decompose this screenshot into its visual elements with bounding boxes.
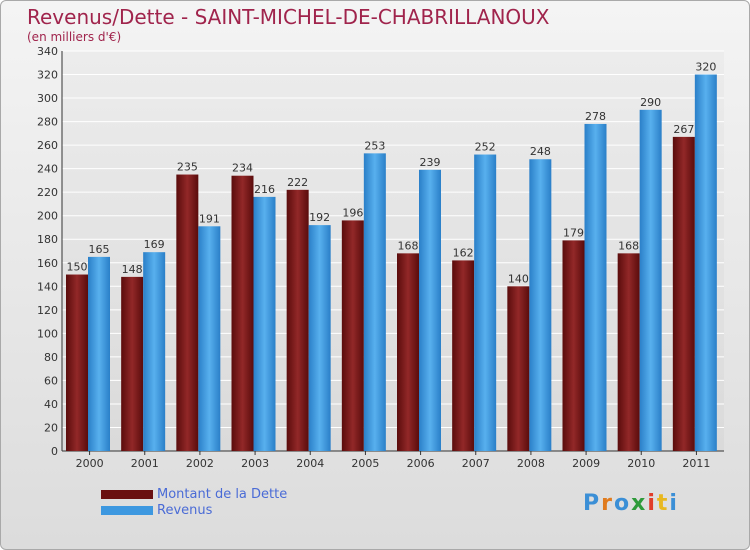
legend-label-debt: Montant de la Dette: [157, 487, 288, 502]
debt-bar: [397, 253, 419, 451]
debt-value-label: 235: [177, 161, 198, 174]
y-tick-label: 40: [44, 398, 58, 411]
debt-bar: [617, 253, 640, 451]
x-tick-label: 2005: [351, 457, 379, 470]
y-tick-label: 280: [37, 116, 58, 129]
debt-value-label: 234: [232, 162, 253, 175]
revenus-value-label: 252: [475, 141, 496, 154]
debt-bar: [341, 220, 364, 451]
y-tick-label: 0: [51, 445, 58, 458]
logo-letter: P: [583, 491, 602, 516]
y-tick-label: 240: [37, 163, 58, 176]
debt-value-label: 168: [618, 239, 639, 252]
revenus-value-label: 191: [199, 212, 220, 225]
revenus-bar: [308, 225, 331, 451]
x-tick-label: 2003: [241, 457, 269, 470]
logo-letter: x: [631, 491, 648, 516]
debt-value-label: 222: [287, 176, 308, 189]
revenus-value-label: 248: [530, 145, 551, 158]
chart-title: Revenus/Dette - SAINT-MICHEL-DE-CHABRILL…: [27, 5, 550, 29]
logo-letter: i: [647, 491, 657, 516]
debt-value-label: 148: [122, 263, 143, 276]
chart-subtitle: (en milliers d'€): [27, 30, 122, 44]
y-tick-label: 100: [37, 327, 58, 340]
y-tick-label: 20: [44, 421, 58, 434]
plot-area: [62, 51, 724, 451]
debt-bar: [231, 175, 254, 452]
debt-bar: [672, 136, 695, 451]
logo-letter: o: [613, 491, 632, 516]
x-tick-label: 2006: [407, 457, 435, 470]
revenus-value-label: 278: [585, 110, 606, 123]
y-tick-label: 60: [44, 374, 58, 387]
debt-bar: [286, 189, 309, 451]
legend-swatch-revenus: [101, 506, 153, 515]
revenus-bar: [253, 196, 276, 451]
logo-letter: r: [601, 491, 614, 516]
x-tick-label: 2002: [186, 457, 214, 470]
revenus-bar: [88, 256, 110, 451]
x-tick-label: 2001: [131, 457, 159, 470]
x-tick-label: 2004: [296, 457, 324, 470]
revenus-bar: [474, 154, 497, 451]
revenus-value-label: 253: [364, 139, 385, 152]
revenus-bar: [198, 226, 221, 451]
revenus-value-label: 192: [309, 211, 330, 224]
debt-bar: [176, 174, 199, 451]
revenus-value-label: 165: [89, 243, 110, 256]
y-tick-label: 200: [37, 210, 58, 223]
debt-value-label: 168: [398, 239, 419, 252]
debt-value-label: 196: [342, 206, 363, 219]
y-tick-label: 220: [37, 186, 58, 199]
y-tick-label: 320: [37, 69, 58, 82]
revenus-value-label: 169: [144, 238, 165, 251]
y-tick-label: 80: [44, 351, 58, 364]
debt-bar: [452, 260, 475, 451]
debt-bar: [66, 274, 88, 451]
x-tick-label: 2008: [517, 457, 545, 470]
y-tick-label: 180: [37, 233, 58, 246]
y-tick-label: 160: [37, 257, 58, 270]
x-tick-label: 2000: [76, 457, 104, 470]
y-tick-label: 300: [37, 92, 58, 105]
revenus-bar: [639, 109, 662, 451]
y-tick-label: 140: [37, 280, 58, 293]
logo-letter: i: [669, 491, 679, 516]
revenus-value-label: 290: [640, 96, 661, 109]
proxiti-logo: Proxiti: [583, 491, 679, 516]
debt-value-label: 179: [563, 226, 584, 239]
debt-bar: [507, 286, 530, 451]
debt-value-label: 162: [453, 246, 474, 259]
debt-bar: [121, 276, 144, 451]
revenus-bar: [143, 252, 166, 451]
x-tick-label: 2010: [627, 457, 655, 470]
debt-value-label: 150: [67, 261, 88, 274]
debt-value-label: 140: [508, 272, 529, 285]
y-tick-label: 120: [37, 304, 58, 317]
revenus-bar: [419, 169, 441, 451]
revenus-bar: [584, 123, 607, 452]
revenus-bar: [363, 153, 386, 451]
revenus-value-label: 320: [695, 61, 716, 74]
debt-bar: [562, 240, 585, 451]
revenus-bar: [529, 159, 552, 451]
logo-letter: t: [656, 491, 670, 516]
legend-swatch-debt: [101, 490, 153, 499]
y-tick-label: 340: [37, 45, 58, 58]
x-tick-label: 2007: [462, 457, 490, 470]
revenus-value-label: 239: [420, 156, 441, 169]
revenus-bar: [694, 74, 717, 451]
x-tick-label: 2009: [572, 457, 600, 470]
x-tick-label: 2011: [682, 457, 710, 470]
legend-label-revenus: Revenus: [157, 503, 213, 518]
debt-value-label: 267: [673, 123, 694, 136]
y-tick-label: 260: [37, 139, 58, 152]
revenus-value-label: 216: [254, 183, 275, 196]
